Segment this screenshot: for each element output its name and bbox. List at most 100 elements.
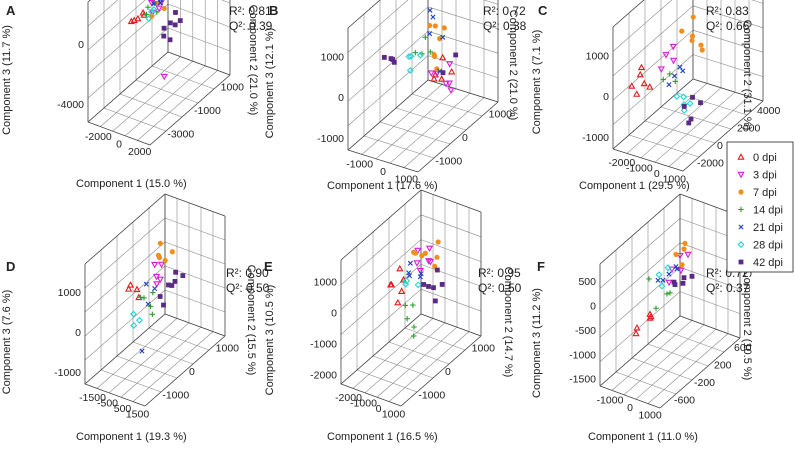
point-d3 — [425, 245, 434, 253]
point-d21 — [427, 31, 433, 37]
grid-line — [364, 322, 446, 394]
grid-line — [751, 0, 764, 4]
grid-line — [420, 288, 482, 312]
point-d42 — [161, 33, 167, 39]
point-d21 — [655, 277, 661, 283]
box-edge — [612, 78, 694, 150]
legend-marker-d14 — [738, 206, 744, 213]
grid-line — [404, 327, 466, 351]
point-d21 — [406, 270, 412, 276]
point-d0 — [396, 264, 404, 272]
box-edge — [167, 51, 231, 76]
x-tick-label: 1000 — [638, 409, 662, 421]
point-d14 — [422, 34, 429, 40]
point-d28 — [407, 52, 415, 60]
x-tick-label: 1000 — [382, 408, 406, 420]
axis-y — [149, 74, 231, 146]
r2-stat: R²: 0.90 — [226, 266, 269, 280]
grid-line — [411, 93, 483, 117]
grid-line — [692, 54, 764, 77]
point-d0 — [394, 298, 402, 306]
point-d3 — [413, 260, 421, 267]
x-tick-label: -2000 — [85, 131, 112, 143]
point-d14 — [664, 291, 670, 297]
point-d7 — [682, 240, 688, 246]
grid-line — [347, 0, 409, 53]
box-edge — [692, 78, 764, 102]
grid-line — [612, 5, 694, 77]
grid-line — [352, 318, 434, 389]
grid-line — [612, 29, 694, 101]
panel-f: -100001000-600-200200600-1500-1000-50005… — [531, 193, 753, 443]
point-d7 — [679, 28, 685, 34]
q2-stat: Q²: 0.39 — [229, 19, 273, 33]
point-d0 — [126, 281, 135, 288]
point-d7 — [155, 252, 162, 258]
panel-d: -1500-5005001500-100001000-100001000Comp… — [1, 193, 270, 443]
z-tick-label: -1500 — [569, 374, 596, 386]
point-d0 — [633, 90, 641, 97]
legend: 0 dpi 3 dpi 7 dpi 14 dpi 21 dpi 28 dpi 42 dpi — [726, 141, 794, 273]
grid-line — [420, 239, 482, 262]
x-tick-label: -1000 — [350, 397, 377, 409]
legend-marker-d42 — [738, 259, 744, 265]
legend-items: 0 dpi 3 dpi 7 dpi 14 dpi 21 dpi 28 dpi 42 dpi — [737, 152, 783, 269]
legend-item-d42: 42 dpi — [738, 257, 783, 269]
grid-line — [167, 27, 231, 52]
y-axis-label: Component 2 (21.0 %) — [507, 10, 519, 121]
z-tick-label: -1000 — [569, 349, 596, 361]
point-d21 — [430, 14, 436, 20]
point-d7 — [681, 246, 687, 252]
point-d7 — [689, 37, 695, 44]
point-d3 — [669, 43, 677, 51]
z-tick-label: 1000 — [586, 50, 610, 62]
panel-letter: C — [538, 3, 548, 18]
point-d14 — [411, 324, 417, 330]
grid-line — [135, 79, 199, 104]
axis-y — [144, 335, 226, 407]
point-d21 — [143, 281, 149, 287]
x-tick-label: 0 — [380, 166, 386, 178]
point-d28 — [680, 106, 688, 114]
grid-line — [84, 241, 166, 313]
legend-item-d28: 28 dpi — [737, 240, 783, 252]
z-tick-label: 0 — [338, 92, 344, 104]
box-edge — [612, 0, 645, 28]
point-d21 — [666, 271, 672, 277]
y-axis-label: Component 2 (14.7 %) — [502, 267, 514, 378]
legend-marker-d28 — [737, 241, 745, 248]
axis-x — [599, 385, 661, 409]
grid-line — [340, 239, 422, 310]
point-d28 — [655, 271, 663, 279]
point-d3 — [447, 87, 455, 94]
grid-line — [164, 289, 226, 313]
z-tick-label: 1000 — [314, 277, 338, 289]
grid-line — [112, 60, 193, 132]
legend-label: 7 dpi — [753, 187, 777, 199]
scatter-points — [628, 14, 705, 126]
grid-line — [340, 214, 422, 286]
grid-line — [644, 120, 716, 144]
grid-line — [132, 331, 214, 402]
box-edge — [84, 313, 166, 385]
axis-y — [417, 101, 499, 173]
grid-line — [87, 27, 169, 99]
grid-line — [420, 214, 482, 238]
x-tick-label: 1000 — [395, 173, 419, 185]
grid-line — [87, 3, 169, 75]
point-d14 — [672, 78, 678, 85]
point-d0 — [637, 63, 646, 71]
q2-stat: Q²: 0.37 — [706, 281, 750, 295]
point-d3 — [416, 267, 424, 275]
grid-line — [87, 0, 119, 27]
point-d3 — [153, 281, 161, 288]
grid-line — [361, 84, 443, 155]
point-d42 — [686, 120, 692, 126]
point-d42 — [421, 282, 427, 287]
grid-line — [676, 92, 748, 116]
point-d7 — [432, 53, 438, 60]
x-tick-label: 1500 — [126, 408, 150, 420]
grid-line — [376, 326, 458, 398]
box-edge — [87, 51, 169, 123]
